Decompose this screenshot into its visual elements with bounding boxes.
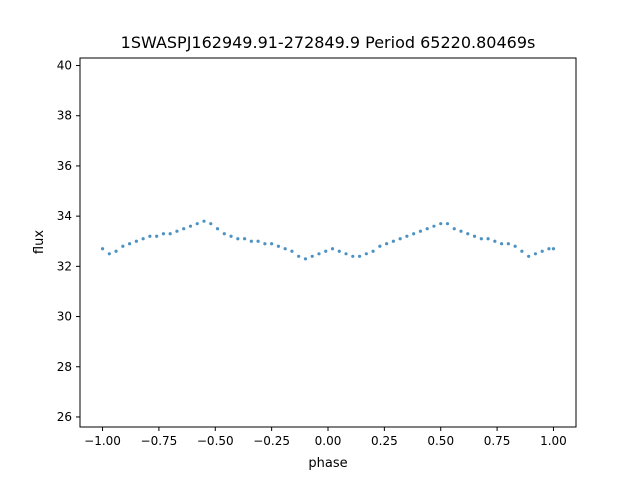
data-point xyxy=(256,239,260,243)
data-point xyxy=(263,242,267,246)
x-tick-label: 1.00 xyxy=(540,434,567,448)
data-point xyxy=(513,244,517,248)
y-axis-label: flux xyxy=(32,230,47,254)
data-point xyxy=(161,232,166,236)
data-point xyxy=(398,237,402,241)
data-point xyxy=(249,239,253,243)
x-tick-label: −0.75 xyxy=(141,434,178,448)
data-point xyxy=(432,224,436,228)
data-point xyxy=(202,219,206,223)
y-tick-label: 34 xyxy=(57,209,72,223)
data-point xyxy=(128,242,132,246)
data-point xyxy=(412,232,416,236)
data-point xyxy=(270,242,274,246)
y-tick-label: 38 xyxy=(57,109,72,123)
data-point xyxy=(229,234,233,238)
data-point xyxy=(303,257,308,261)
data-point xyxy=(209,222,213,226)
data-points xyxy=(100,219,556,261)
data-point xyxy=(378,244,382,248)
data-point xyxy=(222,232,226,236)
y-tick-label: 40 xyxy=(57,59,72,73)
y-axis: 26 28 30 32 34 36 38 40 xyxy=(57,59,80,424)
data-point xyxy=(472,234,477,238)
data-point xyxy=(121,244,125,248)
data-point xyxy=(418,229,423,233)
data-point xyxy=(175,229,179,233)
data-point xyxy=(500,242,504,246)
data-point xyxy=(141,237,145,241)
data-point xyxy=(391,239,395,243)
data-point xyxy=(297,254,301,258)
data-point xyxy=(310,254,314,258)
data-point xyxy=(276,244,280,248)
data-point xyxy=(114,249,118,253)
data-point xyxy=(337,249,341,253)
data-point xyxy=(148,234,152,238)
y-tick-label: 30 xyxy=(57,310,72,324)
data-point xyxy=(344,252,348,256)
data-point xyxy=(506,242,510,246)
x-tick-label: −0.50 xyxy=(197,434,234,448)
data-point xyxy=(168,232,172,236)
data-point xyxy=(330,247,335,251)
data-point xyxy=(215,227,220,231)
x-tick-label: −1.00 xyxy=(84,434,121,448)
data-point xyxy=(242,237,247,241)
data-point xyxy=(283,247,287,251)
x-axis: −1.00 −0.75 −0.50 −0.25 0.00 0.25 0.50 0.75 1.00 xyxy=(84,427,567,448)
data-point xyxy=(493,239,497,243)
data-point xyxy=(195,222,199,226)
data-point xyxy=(134,239,138,243)
data-point xyxy=(527,254,531,258)
chart-title: 1SWASPJ162949.91-272849.9 Period 65220.8… xyxy=(121,33,536,52)
data-point xyxy=(466,232,470,236)
data-point xyxy=(236,237,240,241)
data-point xyxy=(351,254,355,258)
data-point xyxy=(364,252,368,256)
data-point xyxy=(324,249,328,253)
data-point xyxy=(547,247,551,251)
y-tick-label: 36 xyxy=(57,159,72,173)
data-point xyxy=(533,252,538,256)
data-point xyxy=(100,247,105,251)
data-point xyxy=(445,222,450,226)
data-point xyxy=(188,224,193,228)
x-tick-label: 0.75 xyxy=(484,434,511,448)
data-point xyxy=(317,252,321,256)
x-tick-label: 0.50 xyxy=(427,434,454,448)
data-point xyxy=(520,249,524,253)
data-point xyxy=(551,247,556,251)
y-tick-label: 32 xyxy=(57,259,72,273)
data-point xyxy=(290,249,294,253)
data-point xyxy=(540,249,544,253)
y-tick-label: 26 xyxy=(57,410,72,424)
y-tick-label: 28 xyxy=(57,360,72,374)
data-point xyxy=(479,237,483,241)
data-point xyxy=(405,234,409,238)
x-tick-label: 0.25 xyxy=(371,434,398,448)
data-point xyxy=(155,234,159,238)
data-point xyxy=(452,227,456,231)
data-point xyxy=(107,252,111,256)
data-point xyxy=(425,227,429,231)
data-point xyxy=(371,249,375,253)
x-tick-label: 0.00 xyxy=(315,434,342,448)
x-tick-label: −0.25 xyxy=(253,434,290,448)
data-point xyxy=(439,222,443,226)
data-point xyxy=(182,227,186,231)
data-point xyxy=(486,237,490,241)
data-point xyxy=(385,242,389,246)
data-point xyxy=(459,229,463,233)
data-point xyxy=(357,254,362,258)
x-axis-label: phase xyxy=(308,456,347,471)
